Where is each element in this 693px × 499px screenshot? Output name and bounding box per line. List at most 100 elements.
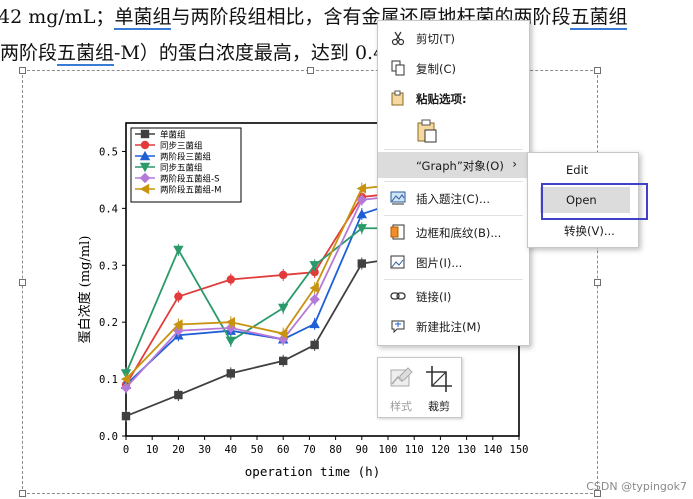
y-tick-label: 0.0 [99, 431, 118, 443]
submenu-item-label: 转换(V)... [564, 224, 615, 238]
x-tick-label: 150 [510, 444, 529, 456]
menu-separator [384, 149, 523, 150]
data-point [310, 340, 319, 350]
crop-button[interactable]: 裁剪 [422, 364, 456, 413]
resize-handle[interactable] [19, 490, 26, 497]
resize-handle[interactable] [307, 67, 314, 74]
context-menu: 剪切(T) 复制(C) 粘贴选项: “Graph”对象(O) › 插入题注(C)… [377, 20, 530, 346]
doc-text-underlined: 单菌组 [114, 6, 172, 30]
x-tick-label: 80 [329, 444, 342, 456]
legend-label: 两阶段五菌组-S [160, 174, 219, 185]
data-point [120, 382, 132, 393]
borders-shading-icon [390, 224, 408, 240]
menu-item-insert-caption[interactable]: 插入题注(C)... [378, 185, 529, 211]
legend-marker [139, 162, 151, 173]
data-point [278, 303, 289, 314]
menu-item-copy[interactable]: 复制(C) [378, 55, 529, 81]
x-tick-label: 0 [123, 444, 129, 456]
menu-item-label: 边框和底纹(B)... [416, 226, 502, 240]
data-point [173, 319, 183, 330]
data-point [121, 411, 131, 421]
legend-marker [140, 140, 150, 150]
x-axis-title: operation time (h) [245, 464, 380, 479]
resize-handle[interactable] [594, 67, 601, 74]
clipboard-icon [390, 90, 408, 106]
picture-mini-toolbar: 样式 裁剪 [377, 357, 462, 418]
doc-text-segment: 42 mg/mL； [0, 6, 115, 28]
menu-separator [384, 279, 523, 280]
x-tick-label: 30 [198, 444, 211, 456]
menu-item-borders-shading[interactable]: 边框和底纹(B)... [378, 219, 529, 245]
toolbar-label: 裁剪 [428, 400, 450, 413]
doc-text-underlined: 五菌组 [57, 42, 115, 66]
menu-item-link[interactable]: 链接(I) [378, 283, 529, 309]
submenu-item-convert[interactable]: 转换(V)... [540, 217, 630, 243]
open-highlight-box [541, 183, 648, 220]
link-icon [390, 288, 408, 304]
menu-item-picture[interactable]: 图片(I)... [378, 249, 529, 275]
menu-separator [384, 181, 523, 182]
menu-separator [384, 215, 523, 216]
x-tick-label: 20 [172, 444, 185, 456]
data-point [357, 259, 366, 268]
y-tick-label: 0.2 [99, 317, 118, 329]
y-tick-label: 0.3 [99, 260, 118, 272]
scissors-icon [390, 30, 408, 46]
new-comment-icon [390, 318, 408, 334]
data-point [356, 224, 367, 234]
menu-paste-options-header: 粘贴选项: [378, 85, 529, 111]
y-tick-label: 0.1 [99, 374, 118, 386]
x-tick-label: 110 [405, 444, 424, 456]
data-point [309, 318, 320, 329]
data-point [174, 390, 183, 400]
style-button[interactable]: 样式 [384, 364, 418, 413]
y-axis-title: 蛋白浓度 (mg/ml) [77, 236, 93, 344]
resize-handle[interactable] [594, 490, 601, 497]
menu-item-label: 新建批注(M) [416, 320, 481, 334]
submenu-item-label: Edit [566, 163, 589, 177]
paste-picture-icon [417, 119, 437, 143]
x-tick-label: 130 [457, 444, 476, 456]
data-point [279, 356, 288, 366]
legend-label: 两阶段五菌组-M [160, 185, 221, 196]
data-point [278, 328, 288, 339]
doc-text-segment: -M）的蛋白浓度最高，达到 0.4 [114, 42, 386, 64]
menu-item-label: “Graph”对象(O) [416, 159, 504, 173]
menu-item-label: 复制(C) [416, 62, 457, 76]
legend-marker [139, 183, 150, 195]
graph-object-frame[interactable] [19, 67, 601, 497]
data-point [173, 245, 184, 256]
legend-label: 两阶段三菌组 [160, 152, 212, 163]
data-point [174, 292, 183, 301]
resize-handle[interactable] [594, 279, 601, 286]
data-point [356, 183, 366, 194]
legend-label: 单菌组 [160, 130, 186, 141]
data-point [226, 369, 235, 378]
data-point [226, 275, 235, 284]
submenu-item-open[interactable]: Open [540, 187, 630, 213]
menu-item-cut[interactable]: 剪切(T) [378, 25, 529, 51]
x-tick-label: 140 [483, 444, 502, 456]
resize-handle[interactable] [19, 279, 26, 286]
legend-label: 同步五菌组 [160, 163, 203, 174]
menu-item-new-comment[interactable]: 新建批注(M) [378, 313, 529, 339]
menu-item-graph-object[interactable]: “Graph”对象(O) › [378, 152, 529, 178]
data-point [309, 261, 320, 271]
style-icon [390, 367, 413, 387]
crop-icon [426, 366, 452, 392]
paste-picture-button[interactable] [414, 117, 440, 145]
submenu-item-label: Open [566, 193, 597, 207]
data-point [309, 282, 319, 294]
data-point [225, 316, 235, 328]
watermark-text: CSDN @typingok7 [586, 480, 687, 493]
x-tick-label: 120 [431, 444, 450, 456]
data-point [120, 373, 131, 385]
resize-handle[interactable] [19, 67, 26, 74]
legend-marker [139, 172, 151, 184]
doc-text-line-2: 两阶段五菌组-M）的蛋白浓度最高，达到 0.4 [0, 38, 386, 66]
data-point [225, 336, 236, 347]
submenu-item-edit[interactable]: Edit [540, 157, 630, 183]
menu-item-label: 图片(I)... [416, 256, 463, 270]
data-point [279, 270, 288, 280]
